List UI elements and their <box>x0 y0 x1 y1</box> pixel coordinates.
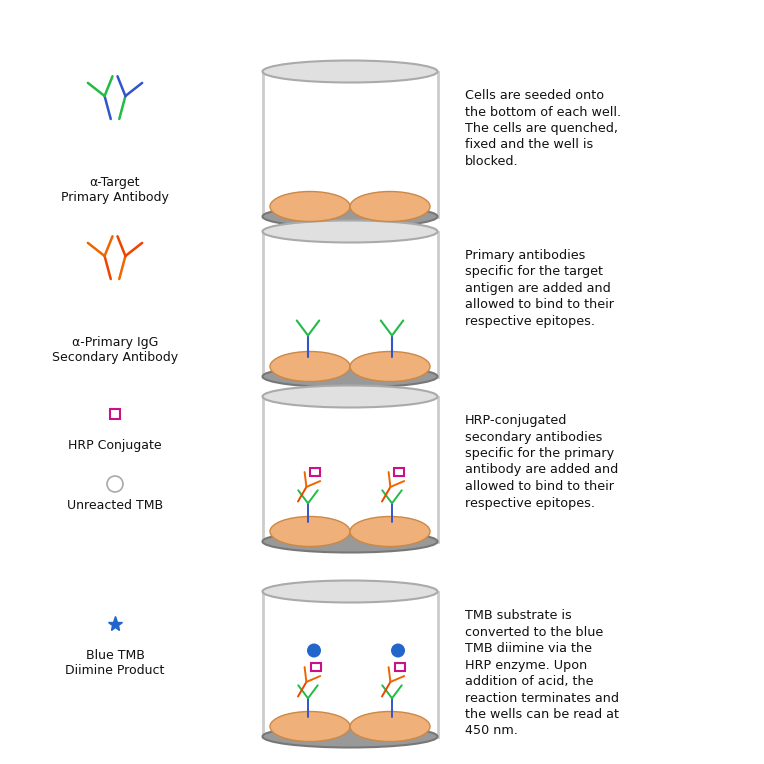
Ellipse shape <box>350 711 430 742</box>
Text: Blue TMB
Diimine Product: Blue TMB Diimine Product <box>65 649 165 677</box>
Ellipse shape <box>263 386 438 407</box>
Text: TMB substrate is
converted to the blue
TMB diimine via the
HRP enzyme. Upon
addi: TMB substrate is converted to the blue T… <box>465 609 619 737</box>
Text: Primary antibodies
specific for the target
antigen are added and
allowed to bind: Primary antibodies specific for the targ… <box>465 249 614 328</box>
Ellipse shape <box>350 351 430 381</box>
Ellipse shape <box>270 192 350 222</box>
Bar <box>395 662 405 671</box>
Polygon shape <box>263 72 438 216</box>
Polygon shape <box>263 397 438 542</box>
Ellipse shape <box>350 192 430 222</box>
Polygon shape <box>263 591 438 736</box>
Text: α-Target
Primary Antibody: α-Target Primary Antibody <box>61 176 169 204</box>
Circle shape <box>307 643 321 658</box>
Ellipse shape <box>350 516 430 546</box>
Bar <box>394 468 404 475</box>
Text: HRP Conjugate: HRP Conjugate <box>68 439 162 452</box>
Ellipse shape <box>263 206 438 228</box>
Ellipse shape <box>263 726 438 747</box>
Bar <box>311 662 321 671</box>
Ellipse shape <box>263 581 438 603</box>
Circle shape <box>391 643 405 658</box>
Ellipse shape <box>270 351 350 381</box>
Polygon shape <box>263 231 438 377</box>
Ellipse shape <box>270 711 350 742</box>
Text: α-Primary IgG
Secondary Antibody: α-Primary IgG Secondary Antibody <box>52 336 178 364</box>
Bar <box>110 409 120 419</box>
Bar <box>310 468 320 475</box>
Ellipse shape <box>263 60 438 83</box>
Ellipse shape <box>270 516 350 546</box>
Text: Unreacted TMB: Unreacted TMB <box>67 499 163 512</box>
Ellipse shape <box>263 221 438 242</box>
Ellipse shape <box>263 365 438 387</box>
Text: Cells are seeded onto
the bottom of each well.
The cells are quenched,
fixed and: Cells are seeded onto the bottom of each… <box>465 89 621 168</box>
Ellipse shape <box>263 530 438 552</box>
Text: HRP-conjugated
secondary antibodies
specific for the primary
antibody are added : HRP-conjugated secondary antibodies spec… <box>465 414 618 510</box>
